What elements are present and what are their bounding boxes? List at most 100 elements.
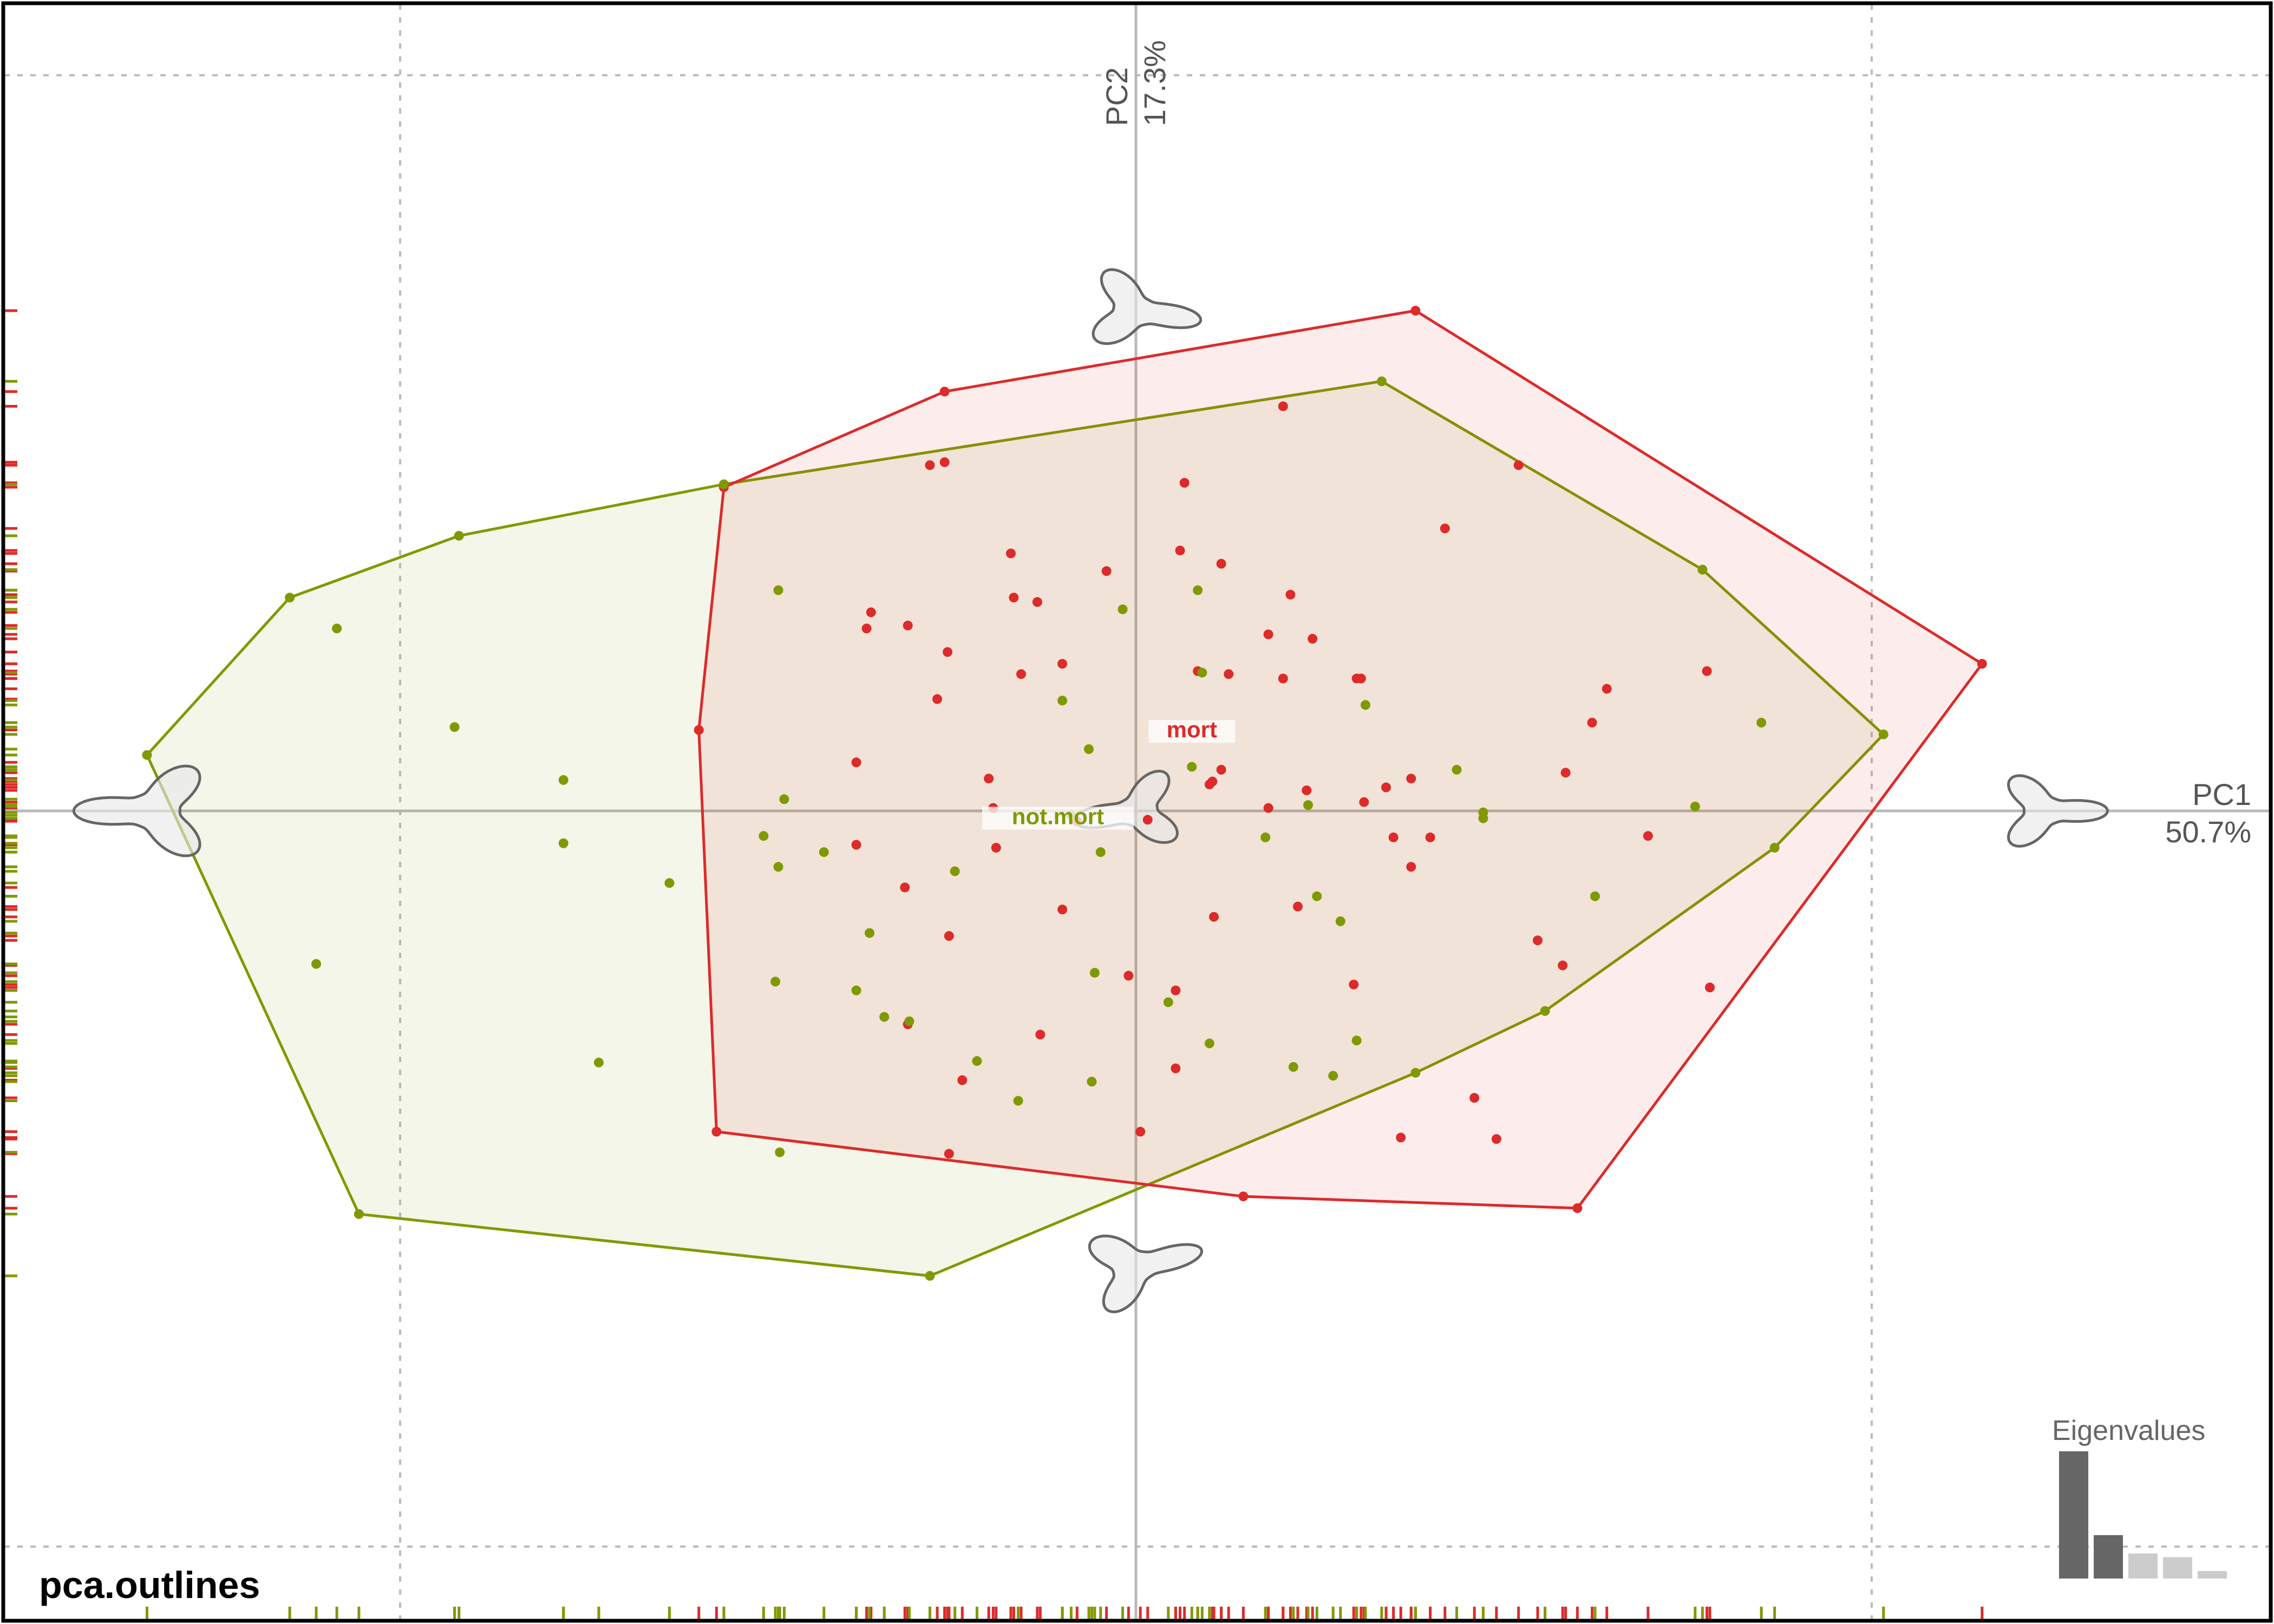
point-mort: [1016, 669, 1026, 679]
point-not-mort: [1193, 585, 1203, 595]
eigenvalue-bar: [2163, 1557, 2192, 1579]
point-mort: [1406, 774, 1416, 784]
point-mort: [1410, 305, 1421, 316]
group-label-background: [1148, 720, 1236, 743]
point-mort: [991, 842, 1001, 853]
pc1-positive-shape: [2007, 774, 2109, 848]
point-mort: [1381, 782, 1391, 793]
point-not-mort: [558, 775, 568, 785]
point-not-mort: [1478, 813, 1488, 823]
point-not-mort: [1163, 997, 1173, 1007]
point-not-mort: [558, 838, 568, 848]
point-mort: [1057, 659, 1068, 669]
point-mort: [1009, 592, 1019, 603]
point-mort: [1171, 985, 1181, 996]
point-mort: [1513, 460, 1524, 470]
rugs: [4, 309, 1984, 1620]
point-mort: [1032, 597, 1042, 607]
point-mort: [1558, 960, 1568, 971]
eigenvalue-bar: [2198, 1571, 2227, 1579]
point-not-mort: [1288, 1062, 1298, 1072]
point-mort: [1533, 935, 1543, 946]
point-mort: [925, 460, 935, 470]
point-not-mort: [1376, 376, 1387, 387]
point-not-mort: [851, 985, 861, 996]
point-mort: [939, 387, 950, 397]
point-mort: [1292, 901, 1303, 912]
point-not-mort: [311, 959, 322, 969]
point-not-mort: [1410, 1068, 1421, 1078]
point-not-mort: [1361, 700, 1371, 710]
point-mort: [1356, 673, 1366, 684]
point-not-mort: [1335, 916, 1345, 926]
point-mort: [1359, 797, 1369, 807]
point-mort: [1977, 659, 1987, 669]
point-not-mort: [142, 750, 152, 760]
point-not-mort: [1878, 729, 1889, 739]
chart-title: pca.outlines: [39, 1564, 260, 1606]
point-not-mort: [1756, 717, 1767, 728]
eigenvalues-inset: Eigenvalues: [2052, 1415, 2227, 1579]
point-mort: [1123, 971, 1134, 981]
point-not-mort: [1540, 1006, 1550, 1016]
point-not-mort: [332, 623, 342, 633]
point-mort: [1142, 815, 1153, 825]
point-not-mort: [1118, 604, 1128, 614]
point-mort: [1216, 764, 1226, 775]
point-not-mort: [593, 1057, 604, 1068]
point-mort: [851, 757, 861, 768]
point-mort: [1285, 590, 1296, 600]
point-mort: [1179, 477, 1190, 488]
point-not-mort: [1260, 832, 1271, 842]
eigenvalue-bar: [2094, 1535, 2123, 1579]
point-mort: [1209, 912, 1219, 922]
point-not-mort: [950, 866, 960, 876]
point-mort: [1278, 401, 1288, 411]
point-not-mort: [770, 977, 781, 987]
point-mort: [939, 457, 950, 467]
pc2-positive-shape: [1092, 268, 1203, 345]
point-not-mort: [1351, 1036, 1362, 1046]
point-not-mort: [1197, 667, 1207, 678]
point-mort: [1175, 545, 1185, 555]
point-mort: [1263, 629, 1273, 639]
point-not-mort: [1084, 744, 1094, 754]
point-mort: [866, 607, 876, 618]
point-mort: [900, 882, 910, 893]
point-mort: [1705, 983, 1715, 993]
point-not-mort: [865, 928, 875, 938]
group-labels: mort not.mort: [982, 717, 1236, 830]
point-mort: [1005, 548, 1016, 559]
point-not-mort: [1087, 1077, 1097, 1087]
point-mort: [1425, 832, 1435, 842]
point-mort: [1560, 768, 1571, 778]
eigenvalues-label: Eigenvalues: [2052, 1415, 2205, 1446]
point-not-mort: [1590, 891, 1600, 901]
point-mort: [944, 931, 954, 941]
point-mort: [932, 694, 943, 704]
group-label-mort: mort: [1167, 717, 1217, 742]
point-mort: [1224, 669, 1234, 679]
point-mort: [943, 647, 953, 657]
point-not-mort: [759, 831, 769, 841]
pc2-axis-variance: 17.3%: [1138, 40, 1172, 126]
point-not-mort: [773, 862, 783, 872]
point-not-mort: [819, 847, 829, 857]
point-not-mort: [454, 531, 464, 541]
point-mort: [1263, 803, 1273, 813]
point-mort: [1302, 785, 1312, 795]
point-not-mort: [1057, 696, 1068, 706]
point-mort: [957, 1075, 968, 1085]
point-not-mort: [925, 1271, 935, 1281]
point-not-mort: [1452, 764, 1462, 775]
point-mort: [1491, 1134, 1501, 1144]
point-not-mort: [1303, 800, 1314, 810]
pc1-negative-shape: [72, 764, 201, 857]
point-not-mort: [449, 722, 460, 732]
point-not-mort: [718, 479, 729, 489]
point-mort: [1308, 633, 1318, 644]
point-mort: [1602, 684, 1612, 694]
point-mort: [1057, 905, 1068, 915]
